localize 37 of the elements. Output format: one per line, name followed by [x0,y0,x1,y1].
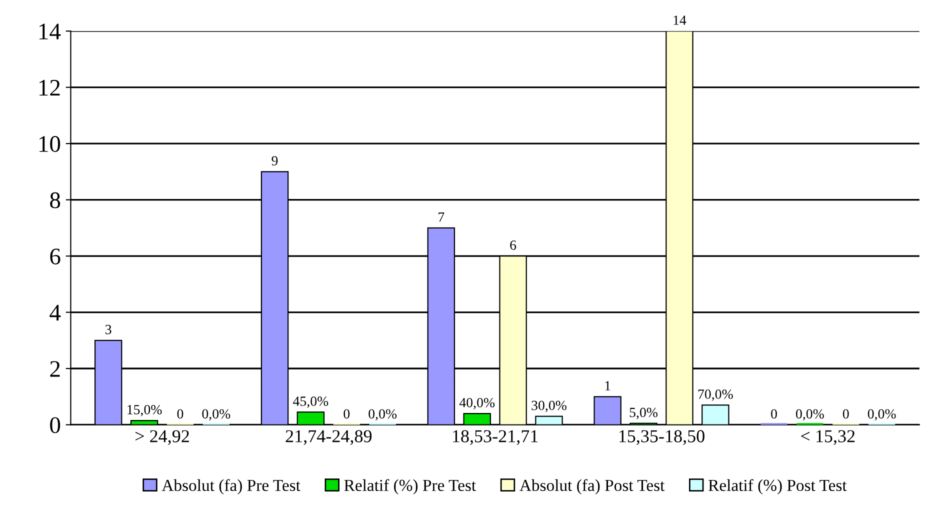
y-tick-label: 12 [39,80,60,96]
data-label: 7 [438,212,444,222]
data-label: 45,0% [293,396,328,408]
data-label: 5,0% [630,408,658,420]
y-tick-label: 0 [50,417,60,434]
data-label: 0 [771,409,777,419]
data-label: 70,0% [698,390,733,401]
data-label: 3 [106,324,112,334]
legend-label: Relatif (%) Post Test [708,479,847,494]
y-tick-label: 14 [39,24,61,40]
legend-label: Relatif (%) Pre Test [344,479,476,494]
data-label: 0,0% [796,409,824,421]
y-tick-label: 2 [50,361,60,377]
data-label: 1 [605,381,610,390]
legend-label: Absolut (fa) Post Test [520,479,665,494]
data-label: 40,0% [459,398,495,410]
y-tick-label: 10 [39,136,60,152]
data-label: 30,0% [532,400,566,412]
x-tick-label: 18,53-21,71 [453,430,538,445]
x-tick-label: > 24,92 [136,430,189,445]
x-tick-label: 15,35-18,50 [619,430,704,445]
data-label: 0 [842,409,849,419]
data-label: 0 [344,409,350,419]
legend-label: Absolut (fa) Pre Test [162,479,300,494]
data-label: 0 [177,409,184,419]
data-label: 14 [674,16,686,25]
y-tick-label: 8 [50,192,60,208]
data-label: 0,0% [868,409,896,421]
data-label: 15,0% [128,404,162,416]
data-label: 0,0% [368,409,397,421]
x-tick-label: 21,74-24,89 [286,430,372,445]
data-label: 0,0% [202,409,230,421]
x-tick-label: < 15,32 [801,430,855,445]
data-label: 6 [510,240,516,250]
y-tick-label: 4 [50,304,61,320]
data-label: 9 [272,156,278,166]
y-tick-label: 6 [50,248,60,264]
